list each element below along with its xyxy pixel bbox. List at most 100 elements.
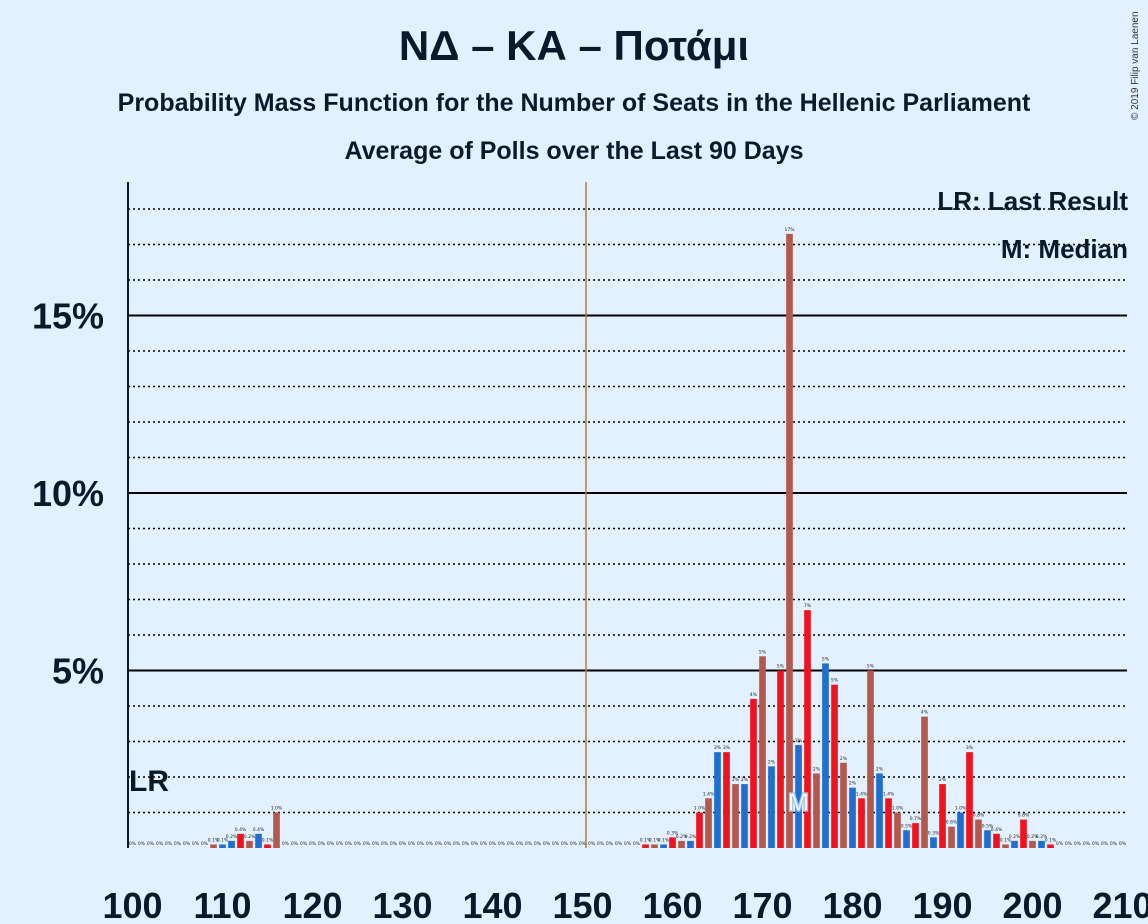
bar-seat-114 xyxy=(255,833,262,848)
data-label-seat-190: 2% xyxy=(939,777,947,783)
data-label-seat-177: 5% xyxy=(822,656,830,662)
data-label-seat-119: 0% xyxy=(300,841,308,847)
data-label-seat-204: 0% xyxy=(1065,841,1073,847)
data-label-seat-115: 0.1% xyxy=(262,837,274,843)
chart-subtitle: Probability Mass Function for the Number… xyxy=(117,89,1031,117)
data-label-seat-168: 2% xyxy=(741,777,749,783)
data-label-seat-140: 0% xyxy=(489,841,497,847)
data-label-seat-182: 5% xyxy=(867,664,875,670)
data-label-seat-129: 0% xyxy=(390,841,398,847)
data-label-seat-157: 0.1% xyxy=(640,837,652,843)
bar-seat-171 xyxy=(768,766,775,848)
data-label-seat-143: 0% xyxy=(516,841,524,847)
data-label-seat-193: 3% xyxy=(966,745,974,751)
data-label-seat-135: 0% xyxy=(444,841,452,847)
data-label-seat-197: 0.1% xyxy=(1000,837,1012,843)
bar-seat-163 xyxy=(696,812,703,848)
data-label-seat-208: 0% xyxy=(1101,841,1109,847)
bar-seat-202 xyxy=(1047,844,1054,848)
data-label-seat-171: 2% xyxy=(768,759,776,765)
median-marker: M xyxy=(788,787,810,817)
data-label-seat-112: 0.4% xyxy=(235,827,247,833)
bar-seat-176 xyxy=(813,773,820,848)
data-label-seat-133: 0% xyxy=(426,841,434,847)
bar-seat-192 xyxy=(957,812,964,848)
data-label-seat-163: 1.0% xyxy=(694,806,706,812)
data-label-seat-105: 0% xyxy=(174,841,182,847)
x-tick-label: 130 xyxy=(372,885,432,924)
bar-seat-179 xyxy=(840,762,847,848)
data-label-seat-185: 1.0% xyxy=(892,806,904,812)
data-label-seat-165: 3% xyxy=(714,745,722,751)
bar-seat-109 xyxy=(210,844,217,848)
data-label-seat-148: 0% xyxy=(561,841,569,847)
data-label-seat-152: 0% xyxy=(597,841,605,847)
x-tick-label: 190 xyxy=(912,885,972,924)
bar-seat-183 xyxy=(876,773,883,848)
data-label-seat-195: 0.5% xyxy=(982,823,994,829)
bar-seat-174 xyxy=(795,745,802,848)
data-label-seat-209: 0% xyxy=(1110,841,1118,847)
bar-seat-201 xyxy=(1038,840,1045,848)
data-label-seat-134: 0% xyxy=(435,841,443,847)
data-label-seat-178: 5% xyxy=(831,678,839,684)
data-label-seat-207: 0% xyxy=(1092,841,1100,847)
bar-seat-177 xyxy=(822,663,829,848)
data-label-seat-194: 0.8% xyxy=(973,813,985,819)
data-label-seat-125: 0% xyxy=(354,841,362,847)
y-tick-label: 10% xyxy=(32,473,104,514)
bar-seat-167 xyxy=(732,784,739,848)
data-label-seat-170: 5% xyxy=(759,649,767,655)
x-tick-label: 110 xyxy=(193,885,251,924)
bar-seat-157 xyxy=(642,844,649,848)
data-label-seat-155: 0% xyxy=(624,841,632,847)
data-label-seat-180: 2% xyxy=(849,781,857,787)
bar-seat-191 xyxy=(948,826,955,848)
data-label-seat-151: 0% xyxy=(588,841,596,847)
bar-series xyxy=(210,233,1054,849)
data-label-seat-142: 0% xyxy=(507,841,515,847)
legend-median: M: Median xyxy=(1000,234,1128,264)
data-label-seat-153: 0% xyxy=(606,841,614,847)
data-label-seat-150: 0% xyxy=(579,841,587,847)
bar-seat-188 xyxy=(921,716,928,848)
x-tick-label: 120 xyxy=(282,885,342,924)
data-label-seat-110: 0.1% xyxy=(217,837,229,843)
data-label-seat-199: 0.8% xyxy=(1018,813,1030,819)
data-label-seat-191: 0.6% xyxy=(946,820,958,826)
data-label-seat-121: 0% xyxy=(318,841,326,847)
data-label-seat-104: 0% xyxy=(165,841,173,847)
data-label-seat-137: 0% xyxy=(462,841,470,847)
data-label-seat-127: 0% xyxy=(372,841,380,847)
bar-seat-172 xyxy=(777,670,784,848)
data-label-seat-172: 5% xyxy=(777,664,785,670)
bar-seat-112 xyxy=(237,833,244,848)
data-label-seat-159: 0.1% xyxy=(658,837,670,843)
data-label-seat-102: 0% xyxy=(147,841,155,847)
bar-seat-184 xyxy=(885,798,892,848)
grid-lines xyxy=(128,182,1127,848)
bar-seat-189 xyxy=(930,837,937,848)
x-tick-label: 100 xyxy=(102,885,162,924)
data-label-seat-103: 0% xyxy=(156,841,164,847)
bar-seat-173 xyxy=(786,233,793,849)
data-label-seat-161: 0.2% xyxy=(676,834,688,840)
bar-seat-116 xyxy=(273,812,280,848)
data-label-seat-174: 3% xyxy=(795,738,803,744)
data-label-seat-117: 0% xyxy=(282,841,290,847)
data-label-seat-111: 0.2% xyxy=(226,834,238,840)
y-tick-label: 5% xyxy=(52,651,104,692)
data-label-seat-100: 0% xyxy=(129,841,137,847)
data-label-seat-149: 0% xyxy=(570,841,578,847)
data-label-seat-118: 0% xyxy=(291,841,299,847)
data-label-seat-101: 0% xyxy=(138,841,146,847)
bar-seat-182 xyxy=(867,670,874,848)
bar-seat-168 xyxy=(741,784,748,848)
data-label-seat-156: 0% xyxy=(633,841,641,847)
data-label-seat-128: 0% xyxy=(381,841,389,847)
data-label-seat-162: 0.2% xyxy=(685,834,697,840)
data-label-seat-169: 4% xyxy=(750,692,758,698)
data-label-seat-167: 2% xyxy=(732,777,740,783)
data-label-seat-187: 0.7% xyxy=(910,816,922,822)
bar-seat-160 xyxy=(669,837,676,848)
